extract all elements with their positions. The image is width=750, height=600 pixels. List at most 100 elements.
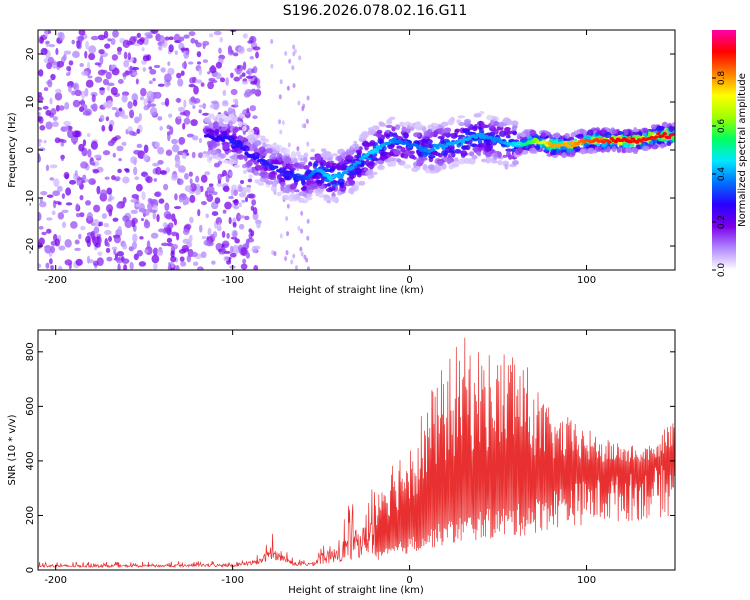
noise-cell [118, 157, 122, 162]
ridge-cell [224, 116, 232, 120]
ridge-cell [308, 183, 316, 191]
ridge-cell [617, 141, 623, 146]
ridge-cell [354, 167, 362, 175]
noise-cell [222, 89, 227, 97]
noise-cell [65, 187, 72, 196]
ridge-cell [659, 143, 665, 149]
noise-cell [143, 105, 150, 111]
ridge-cell [388, 157, 396, 162]
ridge-cell [355, 149, 361, 154]
spectrogram-x-label: Height of straight line (km) [288, 285, 424, 296]
noise-cell [57, 212, 65, 220]
noise-cell [97, 251, 103, 257]
noise-cell [99, 55, 104, 65]
ridge-cell [464, 131, 470, 136]
ridge-cell [253, 140, 262, 147]
noise-cell [160, 242, 169, 247]
ridge-core-cell [443, 144, 449, 148]
ridge-cell [294, 189, 300, 193]
noise-cell [200, 200, 207, 206]
noise-cell [171, 144, 180, 153]
noise-cell [163, 183, 169, 191]
noise-cell [136, 143, 143, 149]
ridge-cell [477, 147, 486, 151]
noise-cell [122, 39, 130, 49]
ridge-cell [595, 146, 603, 152]
noise-cell [281, 120, 285, 126]
noise-cell [61, 193, 65, 199]
noise-cell [107, 140, 115, 147]
noise-cell [154, 92, 161, 99]
ridge-core-cell [477, 132, 483, 136]
ridge-core-cell [237, 143, 243, 148]
noise-cell [88, 45, 97, 54]
noise-cell [50, 73, 56, 81]
ridge-cell [399, 121, 405, 127]
ridge-cell [290, 154, 297, 159]
noise-cell [156, 248, 164, 256]
spectrogram-x-ticks: -200 -100 0 100 [44, 30, 596, 286]
ridge-cell [323, 194, 330, 198]
noise-cell [301, 106, 305, 112]
noise-cell [129, 261, 134, 270]
ridge-cell [437, 153, 443, 158]
snr-y-ticks: 0 200 400 600 800 [25, 342, 675, 573]
ridge-cell [520, 132, 526, 138]
ridge-cell [463, 157, 471, 165]
noise-cell [179, 256, 185, 262]
noise-cell [183, 34, 190, 39]
ridge-cell [308, 161, 313, 167]
ridge-cell [672, 138, 675, 143]
noise-cell [160, 170, 167, 175]
noise-cell [232, 221, 237, 228]
ridge-cell [209, 140, 215, 148]
ridge-core-cell [365, 153, 370, 157]
noise-cell [215, 72, 222, 80]
noise-cell [186, 113, 190, 118]
noise-cell [107, 197, 112, 202]
ridge-cell [376, 164, 385, 171]
ridge-cell [353, 140, 358, 144]
noise-cell [195, 42, 202, 48]
noise-cell [111, 246, 118, 251]
noise-cell [171, 173, 179, 181]
x-tick-label: -100 [221, 275, 244, 286]
noise-cell [206, 194, 214, 203]
ridge-cell [209, 122, 214, 129]
noise-cell [139, 96, 145, 101]
ridge-cell [216, 157, 223, 161]
noise-cell [151, 141, 156, 147]
noise-cell [97, 34, 106, 41]
noise-cell [176, 72, 182, 79]
ridge-cell [344, 151, 351, 156]
ridge-cell [356, 173, 362, 178]
ridge-cell [511, 125, 517, 133]
ridge-cell [493, 152, 498, 159]
noise-cell [252, 46, 261, 51]
noise-cell [56, 185, 63, 192]
ridge-cell [371, 156, 378, 161]
noise-cell [61, 221, 67, 229]
figure-title: S196.2026.078.02.16.G11 [283, 3, 468, 19]
noise-cell [112, 136, 118, 142]
ridge-cell [392, 134, 399, 138]
ridge-cell [481, 158, 487, 163]
ridge-cell [478, 110, 485, 115]
ridge-cell [400, 147, 406, 153]
ridge-cell [423, 130, 431, 137]
noise-cell [85, 40, 90, 50]
noise-cell [234, 238, 240, 244]
noise-cell [158, 198, 165, 204]
ridge-cell [469, 143, 478, 147]
noise-cell [102, 150, 111, 156]
ridge-cell [425, 168, 431, 174]
noise-cell [219, 36, 224, 43]
ridge-cell [440, 121, 449, 127]
noise-cell [230, 188, 234, 197]
noise-cell [175, 158, 181, 167]
ridge-cell [241, 125, 247, 132]
noise-cell [86, 133, 91, 138]
noise-cell [72, 83, 78, 90]
noise-cell [50, 265, 54, 270]
